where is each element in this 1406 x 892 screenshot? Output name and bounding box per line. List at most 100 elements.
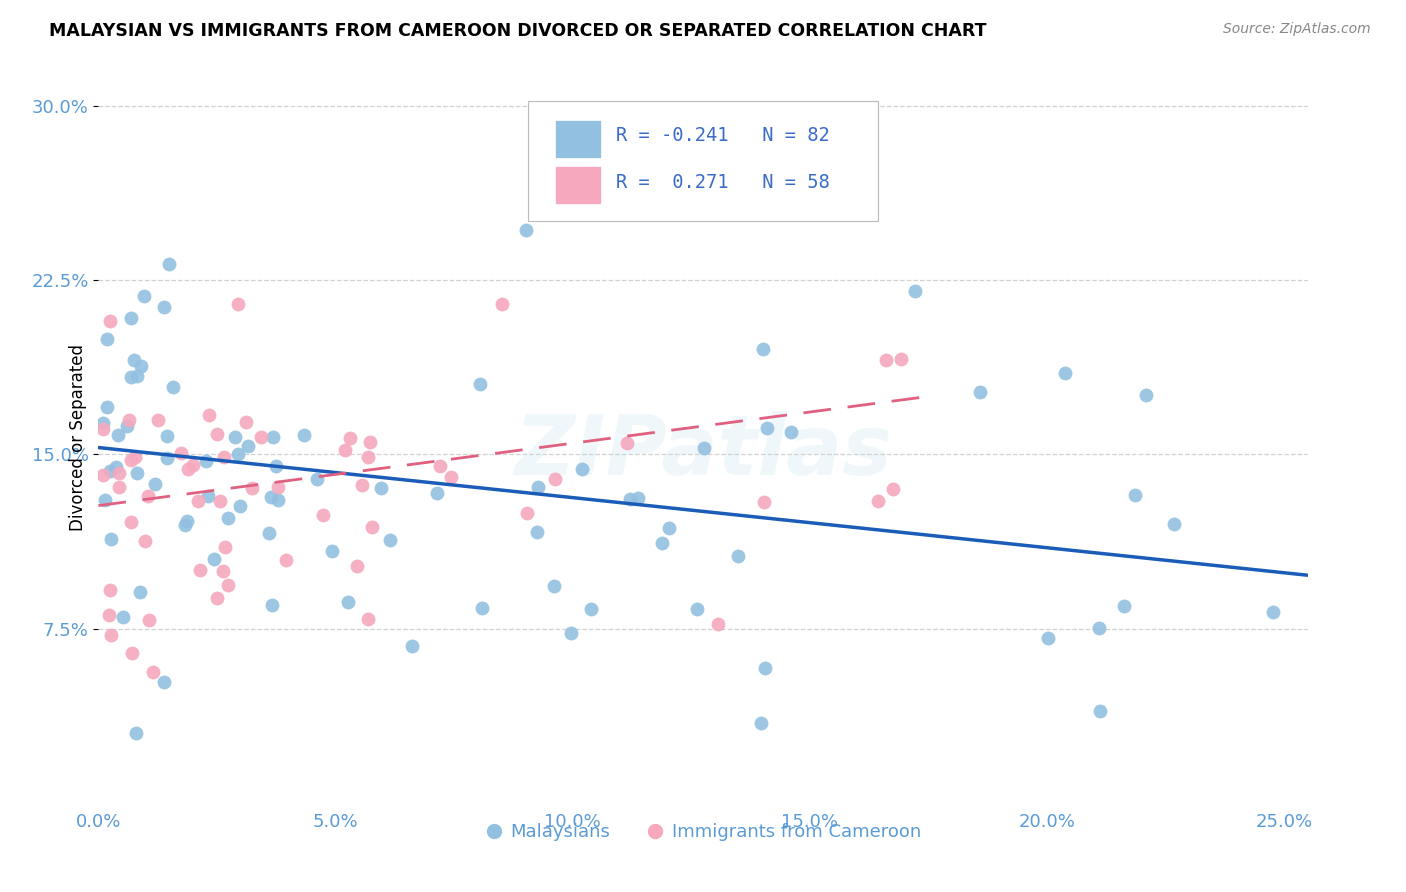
Point: [471, 601, 494, 615]
Point: [1114, 599, 1136, 614]
Point: [156, 451, 179, 466]
Point: [176, 514, 198, 528]
Text: MALAYSIAN VS IMMIGRANTS FROM CAMEROON DIVORCED OR SEPARATED CORRELATION CHART: MALAYSIAN VS IMMIGRANTS FROM CAMEROON DI…: [49, 22, 987, 40]
Point: [153, 301, 176, 315]
Text: Source: ZipAtlas.com: Source: ZipAtlas.com: [1223, 22, 1371, 37]
Point: [1123, 488, 1146, 502]
Point: [190, 563, 212, 577]
Point: [120, 310, 142, 325]
Point: [152, 675, 174, 690]
Point: [212, 450, 235, 465]
Point: [312, 508, 335, 522]
Point: [162, 379, 184, 393]
Point: [1088, 621, 1111, 635]
Point: [1263, 605, 1285, 619]
FancyBboxPatch shape: [555, 120, 602, 158]
Point: [257, 526, 280, 541]
Point: [240, 481, 263, 495]
Point: [120, 515, 142, 529]
Point: [143, 477, 166, 491]
Text: R = -0.241   N = 82: R = -0.241 N = 82: [616, 127, 830, 145]
Point: [752, 495, 775, 509]
Point: [264, 458, 287, 473]
Point: [138, 613, 160, 627]
Point: [104, 460, 127, 475]
Point: [780, 425, 803, 440]
Point: [125, 369, 148, 384]
Point: [209, 494, 232, 508]
Point: [117, 412, 139, 426]
Point: [749, 716, 772, 731]
Point: [754, 660, 776, 674]
Point: [91, 422, 114, 436]
Point: [142, 665, 165, 679]
Point: [91, 417, 114, 431]
Point: [426, 486, 449, 500]
Point: [357, 611, 380, 625]
Point: [401, 639, 423, 653]
Point: [1135, 388, 1157, 402]
Point: [122, 353, 145, 368]
Point: [378, 533, 401, 547]
Point: [120, 453, 142, 467]
Point: [321, 543, 343, 558]
Point: [352, 478, 374, 492]
Point: [440, 470, 463, 484]
Point: [651, 536, 673, 550]
Point: [250, 430, 273, 444]
Point: [267, 480, 290, 494]
Point: [468, 377, 491, 392]
Point: [307, 472, 329, 486]
Point: [429, 459, 451, 474]
Point: [276, 552, 298, 566]
Point: [360, 520, 382, 534]
Point: [91, 468, 114, 483]
Point: [890, 352, 912, 367]
Point: [217, 511, 239, 525]
Point: [115, 418, 138, 433]
Point: [129, 359, 152, 374]
Point: [333, 442, 356, 457]
Point: [120, 369, 142, 384]
Point: [1090, 704, 1112, 718]
Point: [693, 441, 716, 455]
Point: [337, 595, 360, 609]
Point: [491, 296, 513, 310]
Point: [1163, 517, 1185, 532]
Point: [526, 525, 548, 540]
Point: [108, 467, 131, 481]
Point: [98, 464, 121, 478]
Point: [228, 499, 250, 513]
Point: [174, 518, 197, 533]
Point: [156, 428, 179, 442]
Point: [969, 384, 991, 399]
Point: [108, 480, 131, 494]
Point: [882, 482, 904, 496]
Point: [177, 462, 200, 476]
Point: [1036, 632, 1059, 646]
Point: [205, 591, 228, 605]
FancyBboxPatch shape: [555, 167, 602, 204]
Point: [94, 492, 117, 507]
Point: [202, 551, 225, 566]
Point: [346, 559, 368, 574]
Y-axis label: Divorced or Separated: Divorced or Separated: [69, 343, 87, 531]
Point: [571, 461, 593, 475]
Point: [96, 400, 118, 414]
Point: [752, 343, 775, 357]
Point: [112, 610, 135, 624]
Point: [170, 445, 193, 459]
Point: [1054, 366, 1077, 380]
Text: ZIPatlas: ZIPatlas: [515, 411, 891, 492]
Point: [267, 493, 290, 508]
Point: [214, 540, 236, 554]
Point: [707, 616, 730, 631]
Point: [181, 458, 204, 473]
Point: [866, 494, 889, 508]
Point: [370, 481, 392, 495]
Point: [627, 491, 650, 506]
Point: [107, 428, 129, 442]
Point: [904, 284, 927, 298]
Point: [157, 257, 180, 271]
Point: [516, 506, 538, 520]
